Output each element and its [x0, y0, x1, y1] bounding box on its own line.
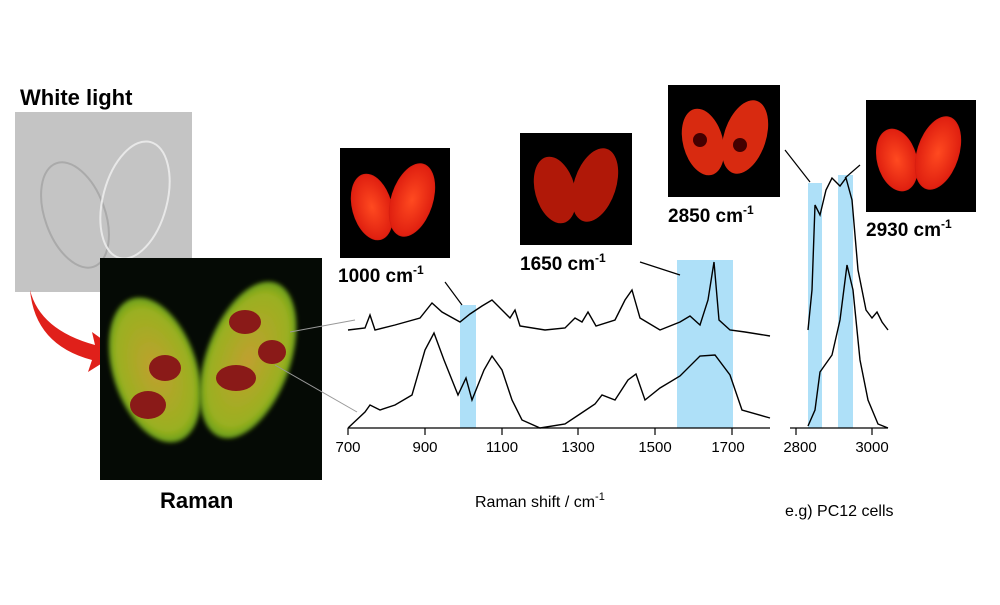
- map-label: 1650 cm-1: [520, 251, 606, 275]
- map-image: [340, 85, 976, 258]
- tick-label: 1700: [711, 439, 744, 456]
- axis: [347, 427, 888, 435]
- map-label: 1000 cm-1: [338, 263, 424, 287]
- tick-label: 1500: [638, 439, 671, 456]
- axis-label: Raman shift / cm-1: [475, 491, 605, 511]
- raman-image: [100, 258, 322, 480]
- tick-label: 3000: [855, 439, 888, 456]
- leader-line: [444, 149, 861, 306]
- tick-label: 1300: [561, 439, 594, 456]
- tick-label: 700: [335, 439, 360, 456]
- connector: [274, 364, 358, 413]
- map-label: 2850 cm-1: [668, 203, 754, 227]
- band: [460, 175, 853, 428]
- raman-label: Raman: [160, 488, 233, 513]
- tick-label: 2800: [783, 439, 816, 456]
- tick-label: 1100: [486, 439, 518, 456]
- white-light-label: White light: [20, 85, 133, 110]
- connector: [289, 319, 356, 333]
- note: e.g) PC12 cells: [785, 503, 894, 520]
- tick-label: 900: [412, 439, 437, 456]
- arrow: [30, 290, 120, 372]
- map-label: 2930 cm-1: [866, 217, 952, 241]
- spectrum: [347, 176, 889, 429]
